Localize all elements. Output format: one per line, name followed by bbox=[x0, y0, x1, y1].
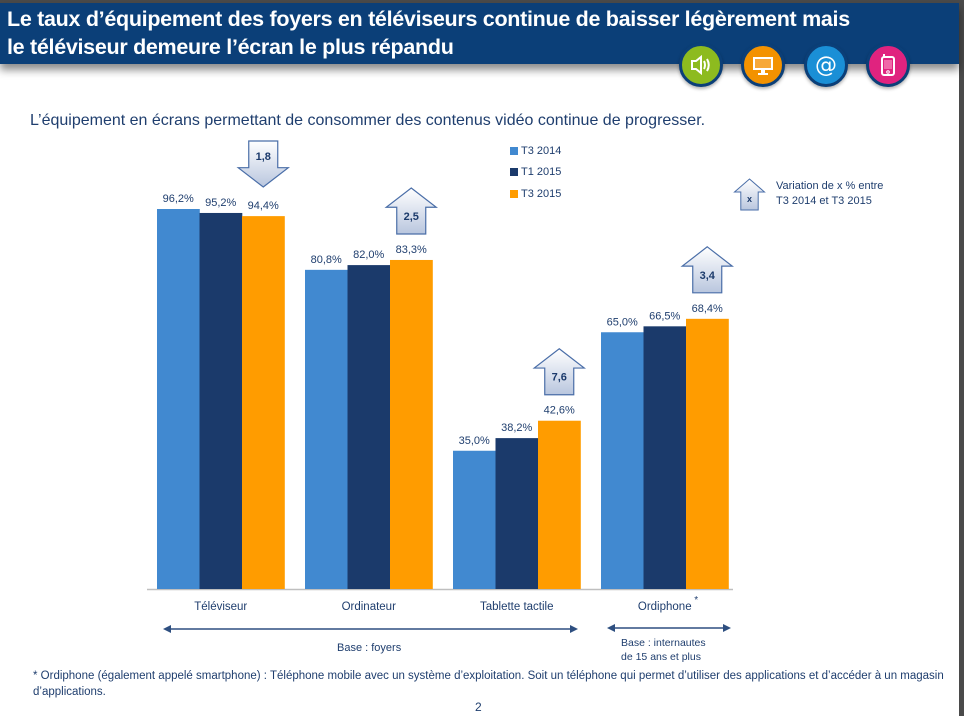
base-foyers-arrow-left-head bbox=[163, 625, 171, 633]
variation-legend-arrow bbox=[733, 178, 766, 211]
legend-swatch bbox=[510, 146, 518, 155]
variation-value: 3,4 bbox=[700, 270, 716, 282]
bar-ordinateur-t3-2014 bbox=[305, 269, 348, 589]
legend-swatch bbox=[510, 168, 518, 177]
data-label: 65,0% bbox=[607, 316, 638, 328]
base-internautes-arrow-left-head bbox=[607, 624, 615, 632]
variation-arrow-up-tablette-tactile bbox=[532, 347, 587, 396]
data-label: 80,8% bbox=[311, 254, 342, 266]
variation-value: 2,5 bbox=[404, 211, 419, 223]
asterisk-mark: * bbox=[694, 595, 698, 606]
variation-legend-line1: Variation de x % entre bbox=[776, 180, 884, 192]
base-internautes-arrow-right-head bbox=[723, 624, 731, 632]
legend-item-t3-2014: T3 2014 bbox=[510, 140, 561, 162]
data-label: 82,0% bbox=[353, 249, 384, 261]
variation-arrow-up-ordiphone bbox=[680, 246, 735, 294]
legend-item-t3-2015: T3 2015 bbox=[510, 183, 561, 205]
data-label: 35,0% bbox=[459, 435, 490, 447]
bar-ordiphone-t3-2014 bbox=[601, 332, 644, 589]
data-label: 83,3% bbox=[396, 244, 427, 256]
mobile-phone-icon bbox=[866, 43, 910, 87]
at-sign-icon: @ bbox=[804, 43, 848, 87]
bar-tablette-tactile-t1-2015 bbox=[495, 438, 539, 589]
variation-legend-symbol: x bbox=[747, 194, 752, 204]
data-label: 95,2% bbox=[205, 197, 236, 209]
base-internautes-label: Base : internautes de 15 ans et plus bbox=[621, 636, 706, 664]
x-tick-label: Tablette tactile bbox=[480, 601, 554, 613]
data-label: 94,4% bbox=[248, 200, 279, 212]
data-label: 38,2% bbox=[501, 422, 532, 434]
variation-legend-line2: T3 2014 et T3 2015 bbox=[776, 195, 872, 207]
bar-televiseur-t3-2015 bbox=[242, 216, 285, 589]
header-banner: Le taux d’équipement des foyers en télév… bbox=[0, 3, 959, 64]
data-label: 68,4% bbox=[692, 303, 723, 315]
svg-text:@: @ bbox=[815, 53, 837, 78]
chart-subtitle: L’équipement en écrans permettant de con… bbox=[30, 112, 706, 129]
bar-ordiphone-t1-2015 bbox=[643, 326, 687, 589]
legend-label: T3 2014 bbox=[521, 144, 562, 157]
window-frame-right bbox=[959, 0, 964, 716]
legend-label: T3 2015 bbox=[521, 187, 562, 200]
data-label: 96,2% bbox=[163, 193, 194, 205]
base-internautes-line2: de 15 ans et plus bbox=[621, 651, 701, 663]
bar-tablette-tactile-t3-2015 bbox=[538, 420, 581, 589]
bar-ordinateur-t1-2015 bbox=[347, 265, 391, 589]
variation-arrow-up-ordinateur bbox=[384, 187, 439, 235]
x-tick-label: Ordiphone bbox=[638, 601, 692, 613]
speaker-icon bbox=[679, 43, 723, 87]
data-label: 66,5% bbox=[649, 310, 680, 322]
page-title-line1: Le taux d’équipement des foyers en télév… bbox=[7, 7, 850, 31]
page-title: Le taux d’équipement des foyers en télév… bbox=[7, 5, 947, 61]
page-number: 2 bbox=[475, 700, 482, 714]
base-foyers-label: Base : foyers bbox=[337, 642, 402, 654]
variation-value: 1,8 bbox=[256, 151, 271, 163]
bar-televiseur-t3-2014 bbox=[157, 209, 200, 589]
window-frame-top bbox=[0, 0, 964, 3]
page-title-line2: le téléviseur demeure l’écran le plus ré… bbox=[7, 35, 454, 59]
variation-value: 7,6 bbox=[552, 372, 567, 384]
base-internautes-line1: Base : internautes bbox=[621, 637, 706, 649]
chart-legend: T3 2014 T1 2015 T3 2015 bbox=[510, 140, 561, 205]
data-label: 42,6% bbox=[544, 405, 575, 417]
legend-label: T1 2015 bbox=[521, 166, 562, 179]
bar-ordiphone-t3-2015 bbox=[686, 318, 729, 589]
x-tick-label: Téléviseur bbox=[194, 601, 247, 613]
bar-televiseur-t1-2015 bbox=[199, 212, 243, 589]
x-tick-label: Ordinateur bbox=[342, 601, 397, 613]
bar-tablette-tactile-t3-2014 bbox=[453, 450, 496, 589]
legend-item-t1-2015: T1 2015 bbox=[510, 162, 561, 184]
monitor-icon bbox=[741, 43, 785, 87]
footnote: * Ordiphone (également appelé smartphone… bbox=[33, 670, 944, 698]
variation-arrow-down-televiseur bbox=[236, 140, 291, 188]
legend-swatch bbox=[510, 189, 518, 198]
base-foyers-arrow-right-head bbox=[570, 625, 578, 633]
bar-ordinateur-t3-2015 bbox=[390, 259, 433, 589]
variation-legend-text: Variation de x % entre T3 2014 et T3 201… bbox=[776, 179, 883, 209]
